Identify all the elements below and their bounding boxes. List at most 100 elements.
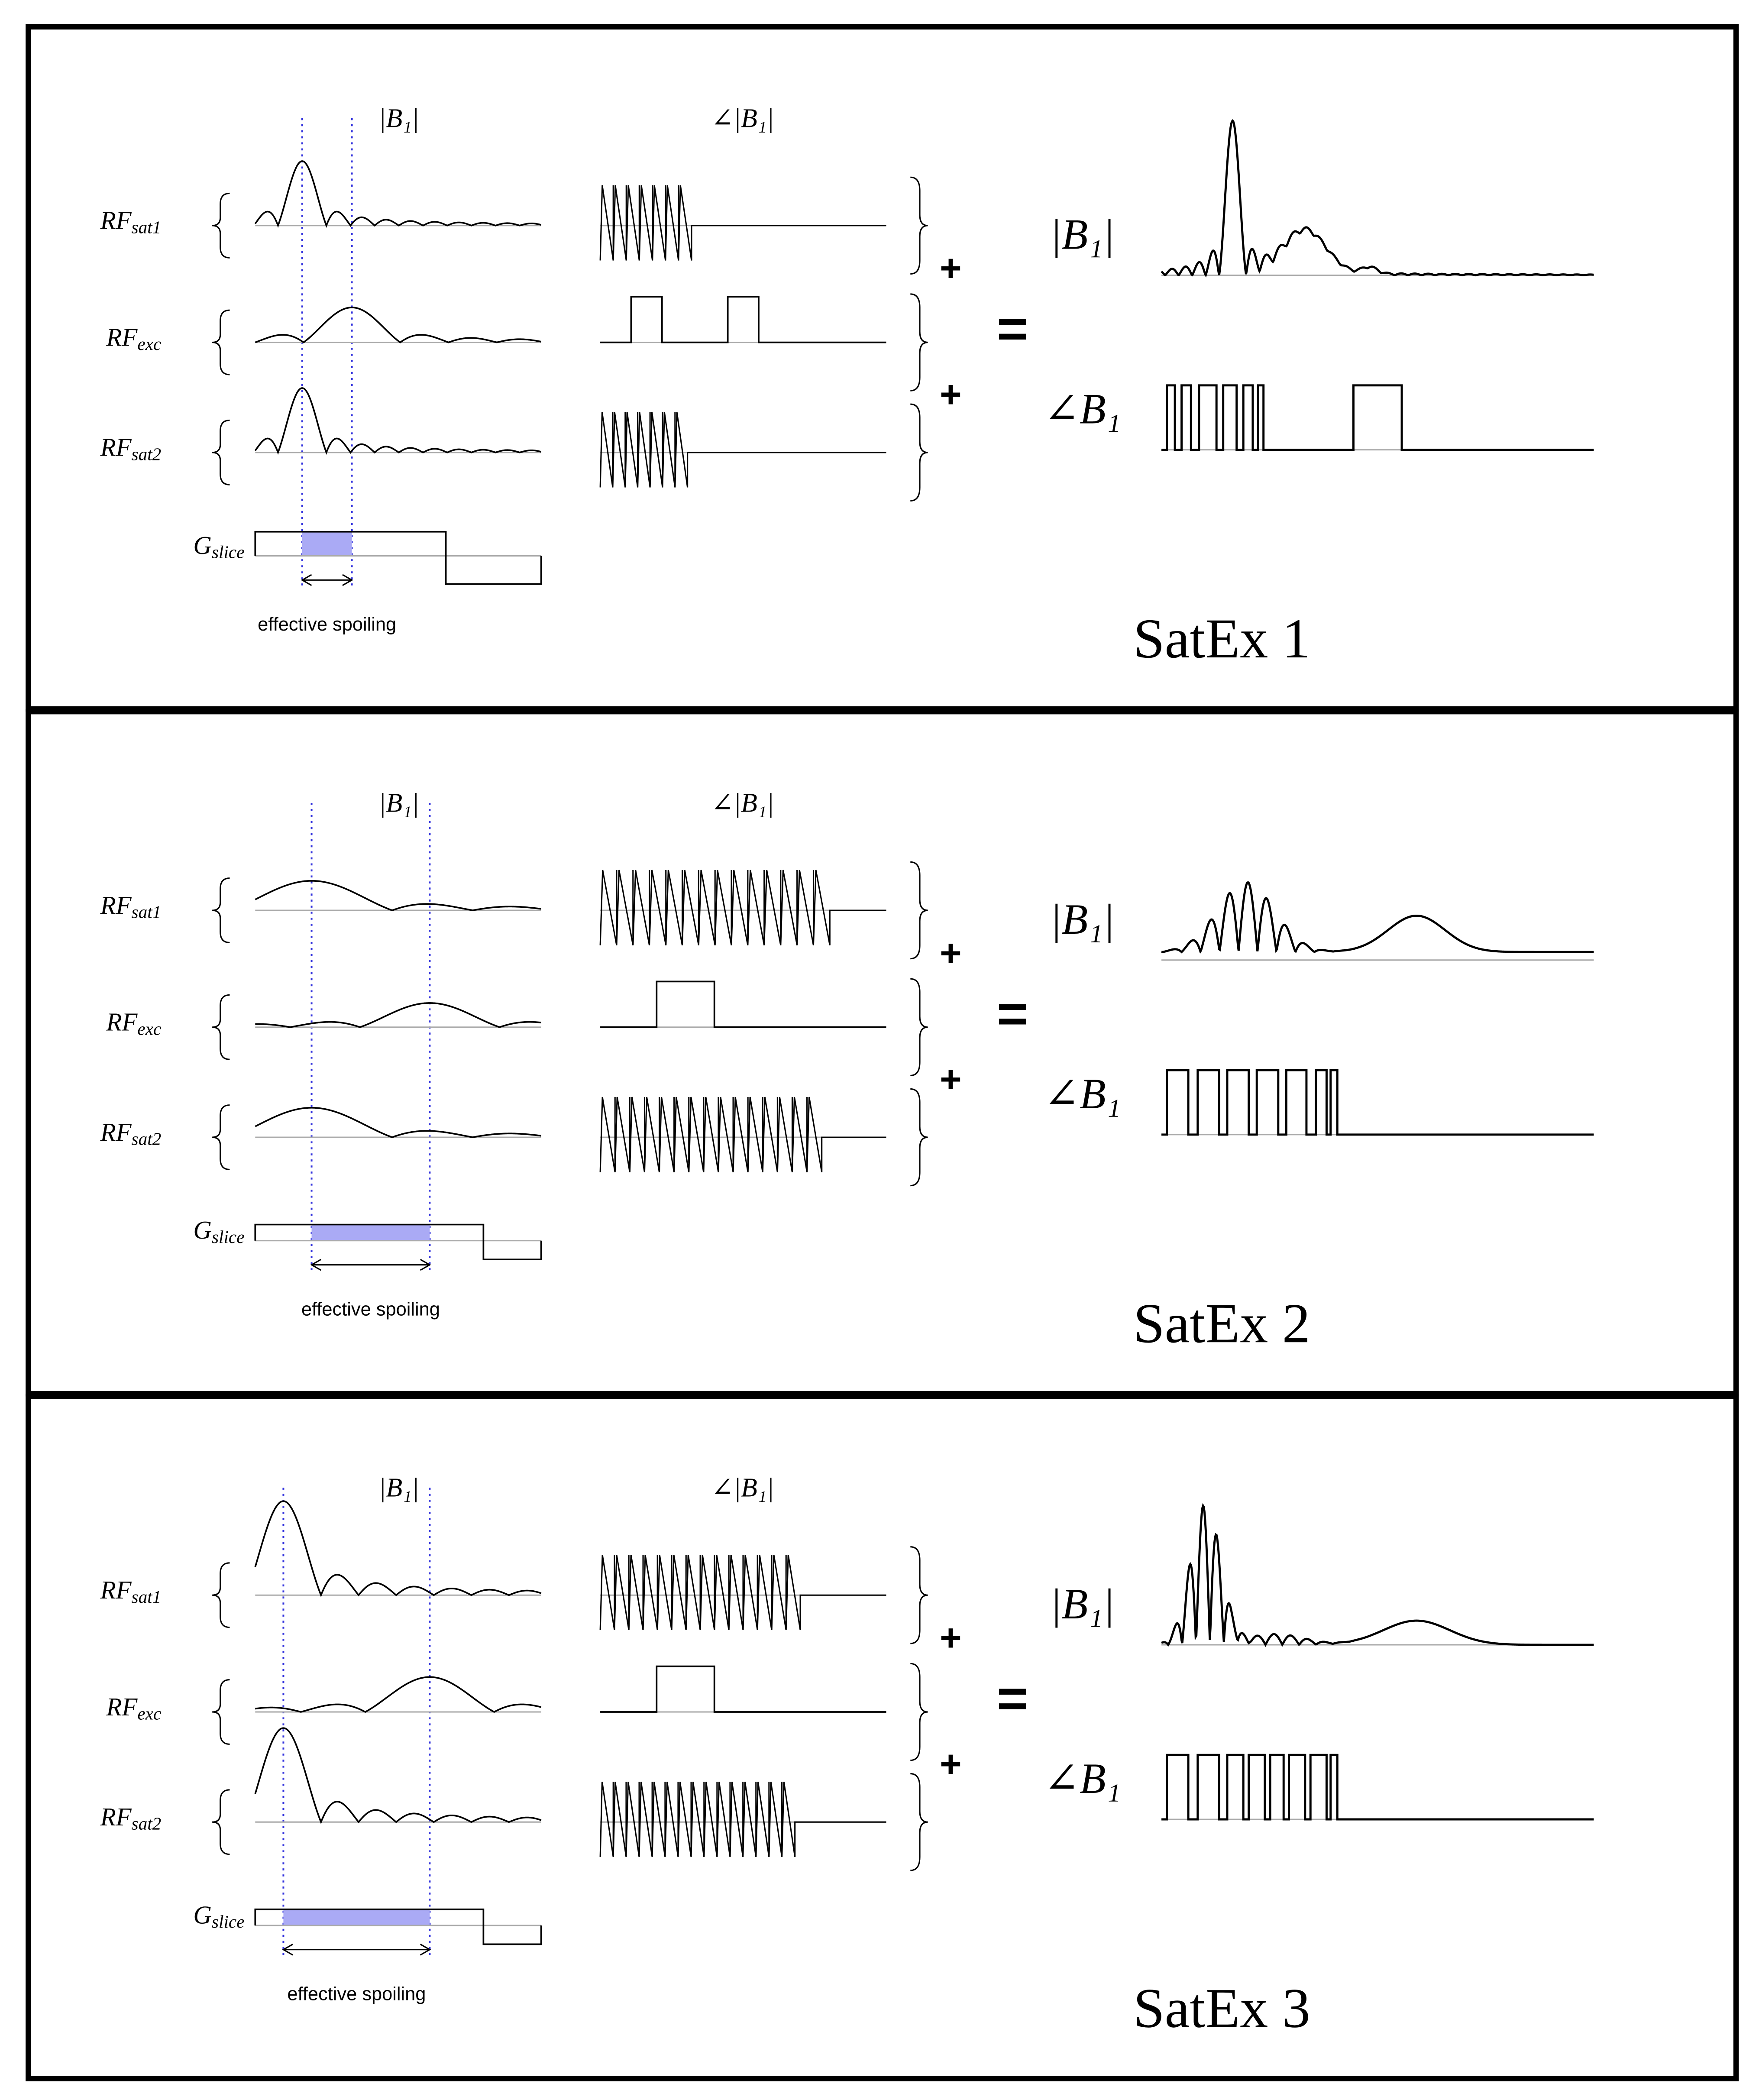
rf-label-sub: sat1 bbox=[132, 217, 162, 237]
plus-sign: + bbox=[940, 374, 962, 416]
result-magnitude bbox=[1161, 881, 1594, 954]
result-phase-label: ∠B₁ bbox=[1044, 1755, 1121, 1802]
gradient-label-main: G bbox=[193, 1216, 212, 1244]
left-brace bbox=[212, 309, 230, 375]
rf-label: RFsat1 bbox=[100, 206, 162, 237]
spoiling-label: effective spoiling bbox=[258, 614, 396, 635]
result-phase bbox=[1161, 1754, 1594, 1821]
rf-label: RFsat2 bbox=[100, 1803, 162, 1834]
rf-label: RFexc bbox=[106, 323, 161, 354]
result-phase-label: ∠B₁ bbox=[1044, 386, 1121, 433]
rf-label-main: RF bbox=[106, 323, 138, 351]
rf-label-main: RF bbox=[100, 1576, 132, 1604]
rf-label: RFexc bbox=[106, 1008, 161, 1039]
right-brace bbox=[910, 293, 928, 392]
rf-label-sub: exc bbox=[137, 1019, 161, 1039]
gradient-label: Gslice bbox=[193, 1901, 244, 1932]
spoiling-region bbox=[311, 1224, 430, 1241]
result-magnitude bbox=[1161, 1503, 1594, 1647]
magnitude-waveform bbox=[254, 387, 542, 455]
rf-label: RFsat1 bbox=[100, 1576, 162, 1607]
rf-label-main: RF bbox=[106, 1008, 138, 1036]
rf-label-sub: sat1 bbox=[132, 1587, 162, 1607]
spoiling-label: effective spoiling bbox=[287, 1984, 426, 2005]
rf-label-main: RF bbox=[100, 1803, 132, 1831]
phase-waveform bbox=[599, 1097, 886, 1172]
magnitude-waveform bbox=[255, 307, 542, 343]
left-brace bbox=[212, 192, 230, 259]
left-brace bbox=[212, 1679, 230, 1745]
plus-sign: + bbox=[940, 932, 962, 974]
phase-waveform bbox=[600, 980, 886, 1028]
equals-sign: = bbox=[997, 984, 1028, 1044]
spoiling-arrow bbox=[301, 574, 353, 586]
magnitude-waveform bbox=[255, 1676, 542, 1713]
rf-label-sub: exc bbox=[137, 1704, 161, 1724]
rf-label-sub: sat2 bbox=[132, 1129, 162, 1149]
gradient-waveform bbox=[254, 1908, 542, 1945]
gradient-label-sub: slice bbox=[212, 1912, 245, 1932]
magnitude-header: |B₁| bbox=[378, 104, 419, 133]
phase-waveform bbox=[599, 412, 886, 488]
left-brace bbox=[212, 1562, 230, 1628]
panel: |B₁| ∠|B₁|RFsat1RFexcRFsat2Gsliceeffectiv… bbox=[26, 24, 1739, 712]
magnitude-waveform bbox=[255, 1107, 541, 1139]
spoiling-region bbox=[302, 531, 352, 556]
result-phase-label: ∠B₁ bbox=[1044, 1071, 1121, 1118]
gradient-label-sub: slice bbox=[212, 1227, 245, 1247]
spoiling-arrow bbox=[310, 1259, 431, 1271]
right-brace bbox=[910, 978, 928, 1076]
result-magnitude-label: |B₁| bbox=[1050, 896, 1115, 943]
rf-label-sub: sat2 bbox=[132, 1814, 162, 1834]
left-brace bbox=[212, 994, 230, 1060]
spoiling-region bbox=[283, 1909, 430, 1925]
right-brace bbox=[910, 1663, 928, 1761]
magnitude-header: |B₁| bbox=[378, 788, 419, 818]
gradient-label-main: G bbox=[193, 1901, 212, 1929]
plus-sign: + bbox=[940, 1617, 962, 1659]
rf-label-main: RF bbox=[100, 433, 132, 461]
right-brace bbox=[910, 403, 928, 502]
spoiling-label: effective spoiling bbox=[301, 1299, 440, 1320]
rf-label-main: RF bbox=[100, 891, 132, 919]
panel-border bbox=[26, 1394, 1739, 2081]
result-phase bbox=[1161, 384, 1594, 451]
right-brace bbox=[910, 1773, 928, 1871]
gradient-label: Gslice bbox=[193, 1216, 244, 1247]
rf-label-sub: sat2 bbox=[132, 444, 162, 464]
magnitude-waveform bbox=[254, 1500, 542, 1598]
rf-label-main: RF bbox=[100, 1118, 132, 1146]
rf-label-sub: exc bbox=[137, 334, 161, 354]
phase-header: ∠|B₁| bbox=[711, 788, 774, 818]
rf-label: RFsat2 bbox=[100, 1118, 162, 1149]
phase-waveform bbox=[600, 296, 886, 343]
magnitude-waveform bbox=[254, 160, 542, 228]
phase-header: ∠|B₁| bbox=[711, 1473, 774, 1503]
gradient-label: Gslice bbox=[193, 531, 244, 562]
result-phase bbox=[1161, 1069, 1594, 1136]
panel-title: SatEx 1 bbox=[1133, 608, 1310, 670]
spoiling-arrow bbox=[282, 1944, 431, 1956]
phase-waveform bbox=[599, 1781, 886, 1857]
equals-sign: = bbox=[997, 299, 1028, 359]
gradient-waveform bbox=[254, 1223, 542, 1261]
phase-waveform bbox=[599, 870, 886, 945]
magnitude-waveform bbox=[255, 880, 541, 912]
gradient-label-sub: slice bbox=[212, 542, 245, 562]
magnitude-waveform bbox=[255, 1002, 541, 1028]
panel-title: SatEx 2 bbox=[1133, 1292, 1310, 1355]
result-magnitude-label: |B₁| bbox=[1050, 211, 1115, 259]
gradient-label-main: G bbox=[193, 531, 212, 559]
magnitude-waveform bbox=[254, 1727, 542, 1825]
equals-sign: = bbox=[997, 1669, 1028, 1728]
phase-waveform bbox=[599, 1554, 886, 1631]
panel: |B₁| ∠|B₁|RFsat1RFexcRFsat2Gsliceeffectiv… bbox=[26, 1394, 1739, 2081]
panel-border bbox=[26, 24, 1739, 712]
plus-sign: + bbox=[940, 1743, 962, 1785]
gradient-waveform bbox=[254, 531, 542, 585]
right-brace bbox=[910, 176, 928, 275]
left-brace bbox=[212, 877, 230, 944]
panel: |B₁| ∠|B₁|RFsat1RFexcRFsat2Gsliceeffectiv… bbox=[26, 709, 1739, 1397]
rf-label-main: RF bbox=[106, 1692, 138, 1721]
